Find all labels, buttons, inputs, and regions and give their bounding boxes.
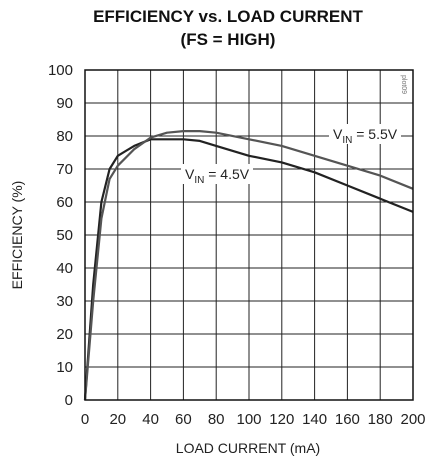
x-tick-label: 80: [208, 411, 225, 428]
y-tick-label: 10: [56, 359, 73, 376]
x-tick-label: 200: [400, 411, 425, 428]
x-tick-label: 140: [302, 411, 327, 428]
chart-subtitle: (FS = HIGH): [181, 30, 276, 49]
y-tick-label: 30: [56, 293, 73, 310]
y-tick-label: 100: [48, 62, 73, 79]
y-tick-label: 60: [56, 194, 73, 211]
x-tick-label: 60: [175, 411, 192, 428]
y-axis-label: EFFICIENCY (%): [9, 181, 25, 290]
x-tick-label: 160: [335, 411, 360, 428]
x-axis-label: LOAD CURRENT (mA): [176, 440, 320, 456]
y-tick-label: 70: [56, 161, 73, 178]
y-tick-label: 90: [56, 95, 73, 112]
plot-grid: [85, 70, 413, 400]
series-line-1: [83, 130, 414, 401]
x-tick-labels: 0 20 40 60 80 100 120 140 160 180 200: [81, 411, 426, 428]
series-layer: [83, 130, 414, 401]
x-tick-label: 120: [269, 411, 294, 428]
y-tick-label: 50: [56, 227, 73, 244]
x-tick-label: 180: [368, 411, 393, 428]
x-tick-label: 100: [236, 411, 261, 428]
series-label-0-bg: [329, 124, 401, 144]
y-tick-labels: 0 10 20 30 40 50 60 70 80 90 100: [48, 62, 73, 409]
y-tick-label: 20: [56, 326, 73, 343]
y-tick-label: 0: [65, 392, 73, 409]
x-tick-label: 0: [81, 411, 89, 428]
series-label-1-bg: [181, 164, 253, 184]
figure-code: plot09: [400, 75, 407, 94]
series-label-1: VIN = 4.5V: [185, 166, 250, 186]
plot-frame: [84, 69, 414, 401]
y-tick-label: 40: [56, 260, 73, 277]
series-label-0: VIN = 5.5V: [333, 126, 398, 146]
x-tick-label: 20: [109, 411, 126, 428]
x-tick-label: 40: [142, 411, 159, 428]
series-labels: VIN = 5.5V VIN = 4.5V: [181, 124, 401, 186]
chart-title: EFFICIENCY vs. LOAD CURRENT: [93, 7, 363, 26]
y-tick-label: 80: [56, 128, 73, 145]
series-line-0: [83, 138, 414, 401]
